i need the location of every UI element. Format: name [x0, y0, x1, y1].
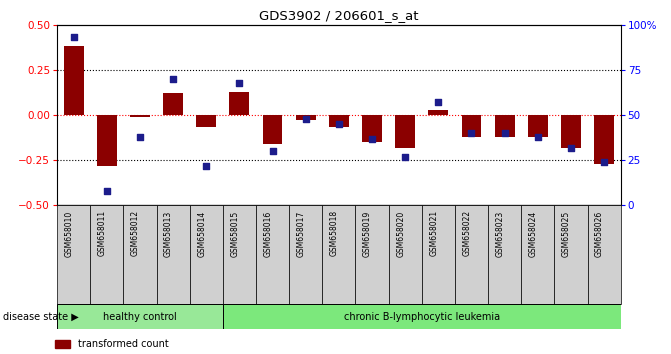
Bar: [197, 115, 216, 127]
Bar: [422, 205, 455, 304]
Text: GSM658026: GSM658026: [595, 210, 604, 257]
Point: [267, 148, 278, 154]
Bar: [156, 205, 190, 304]
Bar: [296, 115, 315, 120]
Bar: [554, 205, 588, 304]
Bar: [262, 115, 282, 144]
Bar: [289, 205, 322, 304]
Text: chronic B-lymphocytic leukemia: chronic B-lymphocytic leukemia: [344, 312, 500, 322]
Point: [333, 121, 344, 127]
Bar: [90, 205, 123, 304]
Text: GSM658012: GSM658012: [131, 210, 140, 256]
Point: [135, 134, 146, 139]
Text: GSM658010: GSM658010: [64, 210, 74, 257]
Text: GSM658021: GSM658021: [429, 210, 438, 256]
Text: GSM658025: GSM658025: [562, 210, 571, 257]
Text: GSM658022: GSM658022: [462, 210, 472, 256]
Bar: [229, 92, 250, 115]
Legend: transformed count, percentile rank within the sample: transformed count, percentile rank withi…: [55, 339, 242, 354]
Bar: [123, 205, 156, 304]
Bar: [495, 115, 515, 137]
Point: [499, 130, 510, 136]
Point: [532, 134, 543, 139]
Text: GSM658013: GSM658013: [164, 210, 173, 257]
Bar: [528, 115, 548, 137]
Bar: [329, 115, 349, 127]
Point: [466, 130, 477, 136]
Point: [201, 163, 211, 169]
Point: [101, 188, 112, 194]
Point: [566, 145, 576, 150]
Text: GSM658020: GSM658020: [396, 210, 405, 257]
Text: GSM658015: GSM658015: [230, 210, 240, 257]
Bar: [488, 205, 521, 304]
Point: [599, 159, 609, 165]
Point: [168, 76, 178, 82]
Bar: [521, 205, 554, 304]
Text: GSM658014: GSM658014: [197, 210, 206, 257]
Bar: [64, 46, 84, 115]
Bar: [223, 205, 256, 304]
Text: healthy control: healthy control: [103, 312, 176, 322]
Text: GSM658018: GSM658018: [330, 210, 339, 256]
Point: [68, 35, 79, 40]
Bar: [190, 205, 223, 304]
Bar: [57, 304, 223, 329]
Title: GDS3902 / 206601_s_at: GDS3902 / 206601_s_at: [259, 9, 419, 22]
Bar: [97, 115, 117, 166]
Text: GSM658019: GSM658019: [363, 210, 372, 257]
Bar: [455, 205, 488, 304]
Point: [433, 99, 444, 105]
Bar: [57, 205, 90, 304]
Text: disease state ▶: disease state ▶: [3, 312, 79, 322]
Point: [301, 116, 311, 121]
Bar: [561, 115, 581, 148]
Bar: [462, 115, 481, 137]
Point: [400, 154, 411, 159]
Text: GSM658024: GSM658024: [529, 210, 537, 257]
Bar: [362, 115, 382, 142]
Bar: [130, 115, 150, 117]
Point: [234, 80, 245, 85]
Bar: [163, 93, 183, 115]
Bar: [223, 304, 621, 329]
Text: GSM658016: GSM658016: [264, 210, 272, 257]
Bar: [356, 205, 389, 304]
Text: GSM658017: GSM658017: [297, 210, 306, 257]
Bar: [588, 205, 621, 304]
Text: GSM658023: GSM658023: [496, 210, 505, 257]
Bar: [322, 205, 356, 304]
Bar: [256, 205, 289, 304]
Bar: [594, 115, 614, 164]
Bar: [395, 115, 415, 148]
Text: GSM658011: GSM658011: [98, 210, 107, 256]
Bar: [389, 205, 422, 304]
Bar: [428, 110, 448, 115]
Point: [366, 136, 377, 141]
